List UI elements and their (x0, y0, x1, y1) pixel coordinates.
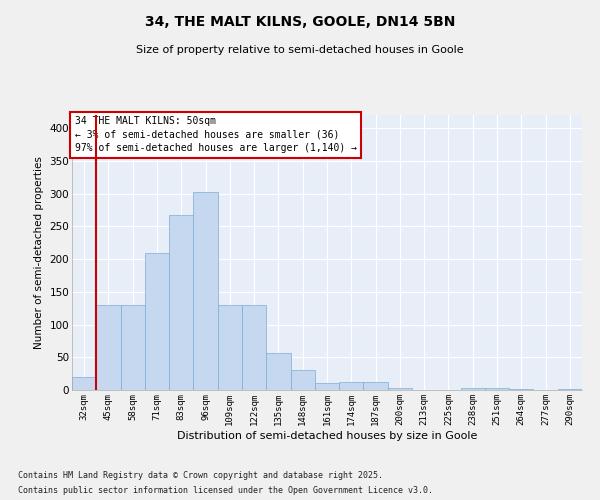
Bar (218, 305, 242, 390)
X-axis label: Distribution of semi-detached houses by size in Goole: Distribution of semi-detached houses by … (177, 430, 477, 440)
Bar (558, 388, 582, 390)
Bar (290, 370, 315, 390)
Bar (485, 388, 509, 390)
Bar (266, 352, 290, 390)
Bar (145, 252, 169, 390)
Y-axis label: Number of semi-detached properties: Number of semi-detached properties (34, 156, 44, 349)
Bar (193, 192, 218, 390)
Bar (242, 305, 266, 390)
Bar (461, 388, 485, 390)
Bar (96, 305, 121, 390)
Bar (72, 377, 96, 390)
Text: Contains public sector information licensed under the Open Government Licence v3: Contains public sector information licen… (18, 486, 433, 495)
Bar (339, 382, 364, 390)
Bar (364, 382, 388, 390)
Text: Contains HM Land Registry data © Crown copyright and database right 2025.: Contains HM Land Registry data © Crown c… (18, 471, 383, 480)
Bar (315, 384, 339, 390)
Text: 34, THE MALT KILNS, GOOLE, DN14 5BN: 34, THE MALT KILNS, GOOLE, DN14 5BN (145, 15, 455, 29)
Text: Size of property relative to semi-detached houses in Goole: Size of property relative to semi-detach… (136, 45, 464, 55)
Bar (169, 214, 193, 390)
Text: 34 THE MALT KILNS: 50sqm
← 3% of semi-detached houses are smaller (36)
97% of se: 34 THE MALT KILNS: 50sqm ← 3% of semi-de… (74, 116, 356, 153)
Bar (388, 388, 412, 390)
Bar (121, 305, 145, 390)
